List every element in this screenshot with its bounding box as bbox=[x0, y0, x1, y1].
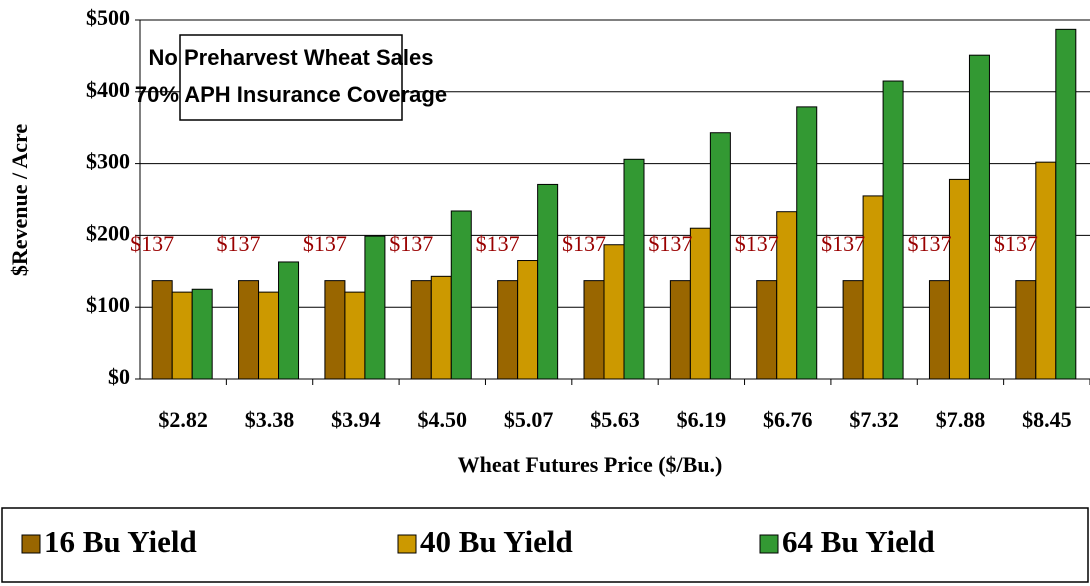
data-label: $137 bbox=[821, 231, 865, 256]
annotation-box bbox=[179, 34, 403, 121]
bar bbox=[410, 280, 432, 380]
y-tick-label: $400 bbox=[86, 77, 130, 102]
bar bbox=[796, 106, 818, 380]
bar bbox=[756, 280, 778, 380]
x-tick-label: $6.76 bbox=[763, 407, 813, 432]
bar bbox=[497, 280, 519, 380]
data-label: $137 bbox=[130, 231, 174, 256]
bar bbox=[862, 195, 884, 380]
data-label: $137 bbox=[562, 231, 606, 256]
bar bbox=[968, 54, 990, 380]
data-label: $137 bbox=[217, 231, 261, 256]
x-tick-label: $3.38 bbox=[245, 407, 295, 432]
legend-swatch bbox=[397, 534, 417, 554]
y-tick-label: $500 bbox=[86, 5, 130, 30]
bar bbox=[171, 291, 193, 380]
bar bbox=[364, 235, 386, 380]
bar bbox=[1015, 280, 1037, 380]
y-tick-label: $0 bbox=[108, 364, 130, 389]
bar bbox=[709, 132, 731, 380]
x-tick-label: $3.94 bbox=[331, 407, 381, 432]
bar bbox=[238, 280, 260, 380]
bar bbox=[1035, 161, 1057, 380]
legend-label: 16 Bu Yield bbox=[44, 524, 197, 559]
data-label: $137 bbox=[994, 231, 1038, 256]
bar bbox=[928, 280, 950, 380]
bar bbox=[776, 211, 798, 380]
legend-box bbox=[1, 507, 1089, 583]
y-tick-label: $100 bbox=[86, 292, 130, 317]
bar bbox=[278, 261, 300, 380]
x-axis-title: Wheat Futures Price ($/Bu.) bbox=[458, 452, 723, 477]
x-tick-label: $8.45 bbox=[1022, 407, 1072, 432]
bar bbox=[948, 178, 970, 380]
annotation: 70% APH Insurance Coverage bbox=[135, 82, 447, 107]
x-tick-label: $4.50 bbox=[418, 407, 468, 432]
bar bbox=[537, 183, 559, 380]
data-label: $137 bbox=[735, 231, 779, 256]
x-tick-label: $2.82 bbox=[158, 407, 208, 432]
legend-label: 64 Bu Yield bbox=[782, 524, 935, 559]
y-tick-label: $200 bbox=[86, 220, 130, 245]
x-tick-label: $7.32 bbox=[849, 407, 899, 432]
y-axis-title: $Revenue / Acre bbox=[7, 124, 32, 277]
bar bbox=[430, 275, 452, 380]
data-label: $137 bbox=[389, 231, 433, 256]
bar bbox=[882, 80, 904, 380]
legend-label: 40 Bu Yield bbox=[420, 524, 573, 559]
x-tick-label: $6.19 bbox=[677, 407, 727, 432]
x-tick-label: $7.88 bbox=[936, 407, 986, 432]
legend-swatch bbox=[759, 534, 779, 554]
bar bbox=[191, 288, 213, 380]
annotation: No Preharvest Wheat Sales bbox=[149, 45, 434, 70]
bar bbox=[603, 244, 625, 380]
x-tick-label: $5.07 bbox=[504, 407, 554, 432]
bar bbox=[344, 291, 366, 380]
bar bbox=[450, 210, 472, 380]
bar bbox=[689, 227, 711, 380]
bar bbox=[623, 158, 645, 380]
data-label: $137 bbox=[648, 231, 692, 256]
bar bbox=[324, 280, 346, 380]
y-tick-label: $300 bbox=[86, 149, 130, 174]
bar bbox=[583, 280, 605, 380]
bar bbox=[151, 280, 173, 380]
bar bbox=[842, 280, 864, 380]
data-label: $137 bbox=[303, 231, 347, 256]
bar bbox=[669, 280, 691, 380]
bar bbox=[1055, 28, 1077, 380]
data-label: $137 bbox=[476, 231, 520, 256]
bar bbox=[258, 291, 280, 380]
legend-swatch bbox=[21, 534, 41, 554]
x-tick-label: $5.63 bbox=[590, 407, 640, 432]
bar bbox=[517, 260, 539, 380]
data-label: $137 bbox=[907, 231, 951, 256]
